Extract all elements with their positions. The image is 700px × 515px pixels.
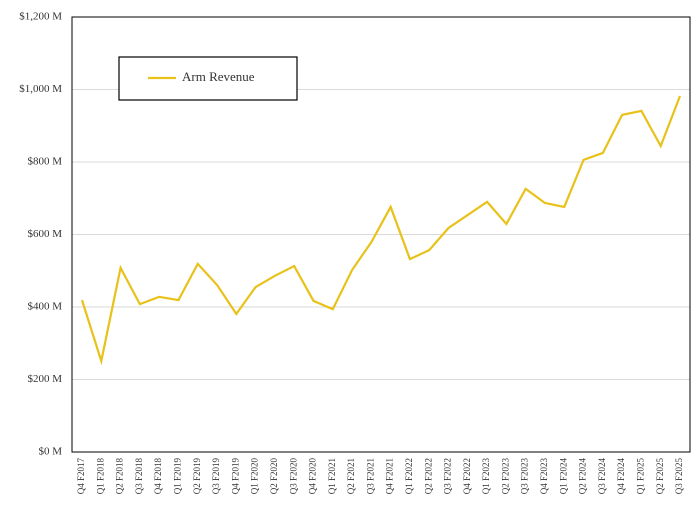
x-tick-label: Q4 F2018	[153, 458, 163, 495]
x-tick-label: Q1 F2019	[173, 458, 183, 495]
x-tick-label: Q3 F2025	[674, 458, 684, 495]
x-tick-label: Q4 F2023	[539, 458, 549, 495]
x-tick-label: Q1 F2025	[635, 458, 645, 495]
x-tick-label: Q3 F2019	[211, 458, 221, 495]
y-tick-label: $200 M	[27, 373, 62, 385]
x-tick-label: Q4 F2021	[385, 458, 395, 494]
x-tick-label: Q2 F2021	[346, 458, 356, 494]
x-tick-label: Q1 F2020	[250, 458, 260, 495]
x-tick-label: Q2 F2020	[269, 458, 279, 495]
x-tick-label: Q3 F2018	[134, 458, 144, 495]
line	[80, 95, 682, 366]
x-tick-label: Q4 F2022	[462, 458, 472, 494]
x-tick-label: Q2 F2018	[115, 458, 125, 495]
x-tick-label: Q3 F2024	[597, 458, 607, 495]
y-tick-label: $800 M	[27, 156, 62, 168]
x-tick-label: Q1 F2021	[327, 458, 337, 494]
x-tick-label: Q2 F2023	[500, 458, 510, 495]
x-tick-label: Q2 F2025	[655, 458, 665, 495]
x-tick-label: Q3 F2020	[288, 458, 298, 495]
x-tick-label: Q4 F2020	[308, 458, 318, 495]
y-tick-label: $600 M	[27, 228, 62, 240]
x-tick-label: Q2 F2022	[423, 458, 433, 494]
y-tick-label: $1,200 M	[19, 11, 62, 23]
x-tick-label: Q2 F2019	[192, 458, 202, 495]
x-tick-label: Q2 F2024	[578, 458, 588, 495]
x-tick-label: Q3 F2021	[365, 458, 375, 494]
x-tick-label: Q4 F2017	[76, 458, 86, 495]
x-tick-label: Q4 F2019	[230, 458, 240, 495]
x-tick-label: Q3 F2023	[520, 458, 530, 495]
x-tick-label: Q4 F2024	[616, 458, 626, 495]
legend-label: Arm Revenue	[182, 69, 255, 84]
x-tick-label: Q1 F2022	[404, 458, 414, 494]
x-tick-label: Q1 F2023	[481, 458, 491, 495]
y-tick-label: $1,000 M	[19, 83, 62, 95]
x-tick-label: Q1 F2024	[558, 458, 568, 495]
x-tick-label: Q3 F2022	[443, 458, 453, 494]
y-tick-label: $0 M	[38, 446, 62, 458]
y-tick-label: $400 M	[27, 301, 62, 313]
plot-border	[71, 16, 691, 453]
x-tick-label: Q1 F2018	[95, 458, 105, 495]
